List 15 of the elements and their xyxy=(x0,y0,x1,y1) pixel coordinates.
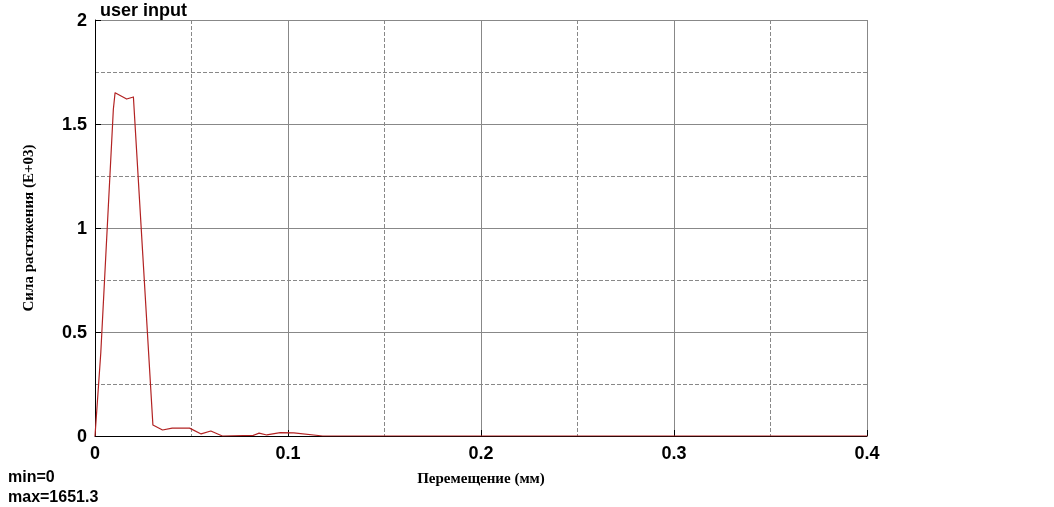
x-tick-label: 0.4 xyxy=(854,443,880,463)
x-axis-title: Перемещение (мм) xyxy=(417,469,545,487)
y-tick-label: 0 xyxy=(76,426,87,446)
chart-title: user input xyxy=(100,0,188,20)
y-tick-label: 2 xyxy=(76,10,87,30)
y-tick-label: 0.5 xyxy=(61,322,87,342)
y-tick-label: 1.5 xyxy=(61,114,87,134)
x-tick-label: 0.2 xyxy=(468,443,494,463)
y-tick-label: 1 xyxy=(76,218,87,238)
text: max=1651.3 xyxy=(8,487,99,505)
text: min=0 xyxy=(8,467,55,485)
y-axis-title: Сила растяжения (E+03) xyxy=(19,144,37,312)
x-tick-label: 0 xyxy=(89,443,101,463)
x-tick-label: 0.3 xyxy=(661,443,687,463)
x-tick-label: 0.1 xyxy=(275,443,301,463)
